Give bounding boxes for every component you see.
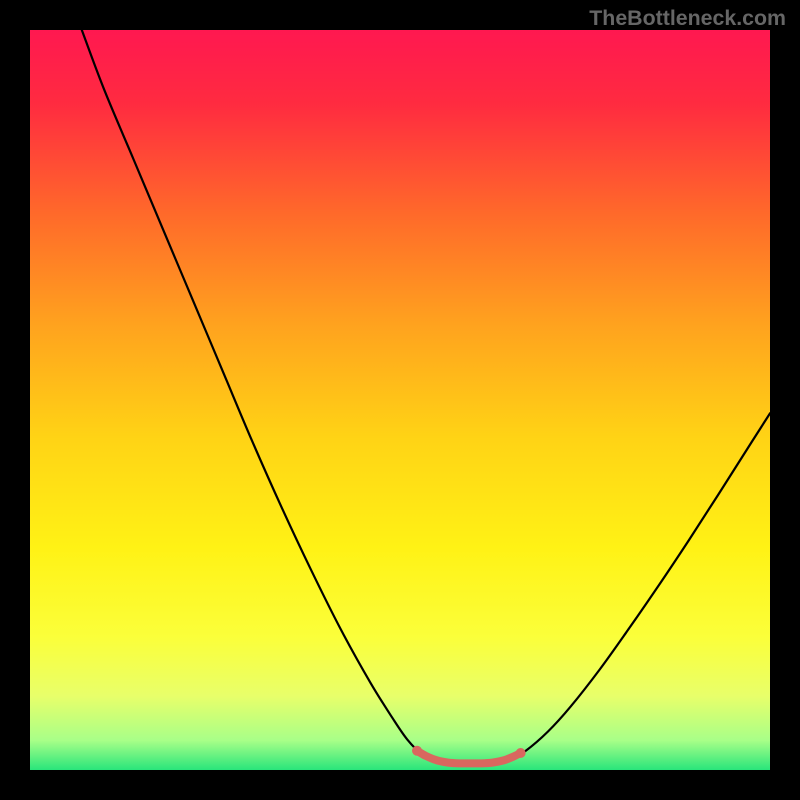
bottleneck-curve (82, 30, 770, 765)
watermark-text: TheBottleneck.com (589, 6, 786, 31)
curve-layer (30, 30, 770, 770)
chart-container: TheBottleneck.com (0, 0, 800, 800)
plot-area (30, 30, 770, 770)
highlight-endpoint-left (412, 746, 422, 756)
highlight-endpoint-right (516, 748, 526, 758)
optimal-range-highlight (417, 751, 521, 764)
